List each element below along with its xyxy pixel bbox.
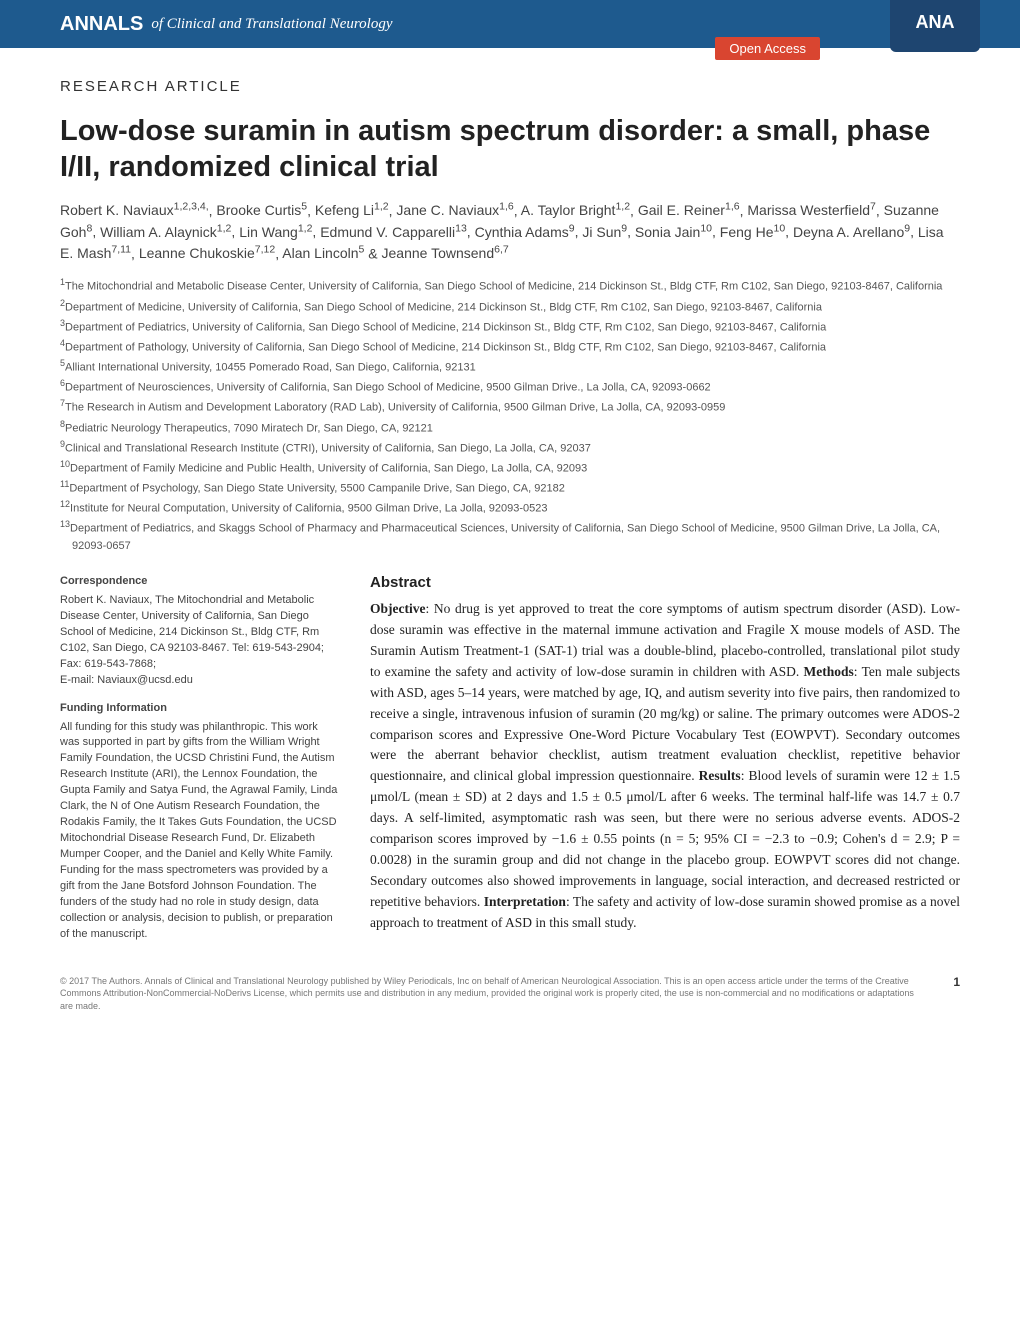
affiliation: 8Pediatric Neurology Therapeutics, 7090 … [60, 418, 960, 437]
funding-body: All funding for this study was philanthr… [60, 720, 340, 943]
affiliation: 13Department of Pediatrics, and Skaggs S… [60, 518, 960, 554]
open-access-badge: Open Access [715, 37, 820, 60]
affiliation: 10Department of Family Medicine and Publ… [60, 458, 960, 477]
affiliation: 3Department of Pediatrics, University of… [60, 317, 960, 336]
affiliation: 11Department of Psychology, San Diego St… [60, 478, 960, 497]
funding-head: Funding Information [60, 701, 340, 717]
author: Robert K. Naviaux1,2,3,4, [60, 202, 209, 218]
article-title: Low-dose suramin in autism spectrum diso… [60, 113, 960, 186]
correspondence-head: Correspondence [60, 574, 340, 590]
copyright-text: © 2017 The Authors. Annals of Clinical a… [60, 975, 920, 1013]
author: Leanne Chukoskie7,12 [139, 245, 275, 261]
interpretation-label: Interpretation [484, 894, 566, 909]
author: Kefeng Li1,2 [315, 202, 389, 218]
affiliation-list: 1The Mitochondrial and Metabolic Disease… [60, 276, 960, 554]
abstract-body: Objective: No drug is yet approved to tr… [370, 599, 960, 934]
author: Feng He10 [720, 224, 785, 240]
affiliation: 2Department of Medicine, University of C… [60, 297, 960, 316]
affiliation: 6Department of Neurosciences, University… [60, 377, 960, 396]
journal-name: of Clinical and Translational Neurology [151, 16, 392, 33]
affiliation: 12Institute for Neural Computation, Univ… [60, 498, 960, 517]
sidebar-column: Correspondence Robert K. Naviaux, The Mi… [60, 574, 340, 955]
page-number: 1 [953, 975, 960, 989]
page-footer: © 2017 The Authors. Annals of Clinical a… [0, 955, 1020, 1013]
author: Marissa Westerfield7 [747, 202, 876, 218]
author: Gail E. Reiner1,6 [638, 202, 740, 218]
journal-header-bar: ANNALS of Clinical and Translational Neu… [0, 0, 1020, 48]
author: William A. Alaynick1,2 [100, 224, 231, 240]
author: Sonia Jain10 [635, 224, 712, 240]
affiliation: 4Department of Pathology, University of … [60, 337, 960, 356]
author: Jeanne Townsend6,7 [382, 245, 509, 261]
journal-logo: ANNALS [60, 13, 143, 36]
author: A. Taylor Bright1,2 [521, 202, 630, 218]
correspondence-body: Robert K. Naviaux, The Mitochondrial and… [60, 594, 324, 670]
methods-label: Methods [804, 664, 854, 679]
article-type: RESEARCH ARTICLE [60, 78, 960, 95]
author: Lin Wang1,2 [239, 224, 312, 240]
author-list: Robert K. Naviaux1,2,3,4,, Brooke Curtis… [60, 200, 960, 265]
affiliation: 9Clinical and Translational Research Ins… [60, 438, 960, 457]
affiliation: 7The Research in Autism and Development … [60, 397, 960, 416]
affiliation: 1The Mitochondrial and Metabolic Disease… [60, 276, 960, 295]
author: Ji Sun9 [582, 224, 627, 240]
author: Cynthia Adams9 [475, 224, 575, 240]
article-content: RESEARCH ARTICLE Low-dose suramin in aut… [0, 48, 1020, 955]
author: Jane C. Naviaux1,6 [396, 202, 513, 218]
results-label: Results [699, 768, 741, 783]
affiliation: 5Alliant International University, 10455… [60, 357, 960, 376]
correspondence-email: E-mail: Naviaux@ucsd.edu [60, 674, 193, 686]
two-column-layout: Correspondence Robert K. Naviaux, The Mi… [60, 574, 960, 955]
ana-society-badge: ANA [890, 0, 980, 52]
methods-text: : Ten male subjects with ASD, ages 5–14 … [370, 664, 960, 784]
author: Deyna A. Arellano9 [793, 224, 910, 240]
author: Edmund V. Capparelli13 [320, 224, 467, 240]
author: Brooke Curtis5 [216, 202, 307, 218]
author: Alan Lincoln5 [282, 245, 364, 261]
objective-label: Objective [370, 601, 425, 616]
abstract-head: Abstract [370, 574, 960, 591]
results-text: : Blood levels of suramin were 12 ± 1.5 … [370, 768, 960, 909]
abstract-column: Abstract Objective: No drug is yet appro… [370, 574, 960, 955]
